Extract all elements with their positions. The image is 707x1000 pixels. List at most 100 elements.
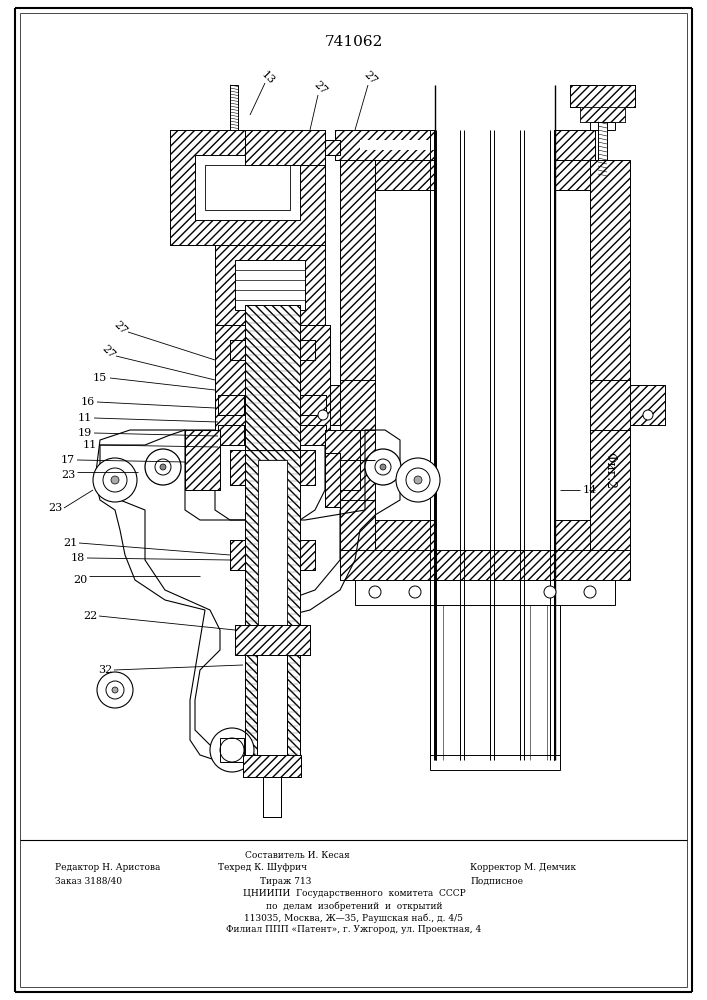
Bar bbox=[335, 130, 595, 160]
Bar bbox=[430, 755, 560, 770]
Text: 113035, Москва, Ж—35, Раушская наб., д. 4/5: 113035, Москва, Ж—35, Раушская наб., д. … bbox=[245, 913, 464, 923]
Bar bbox=[580, 107, 625, 122]
Text: 23: 23 bbox=[48, 503, 62, 513]
Text: Корректор М. Демчик: Корректор М. Демчик bbox=[470, 863, 576, 872]
Bar bbox=[215, 325, 245, 445]
Bar bbox=[263, 777, 281, 817]
Bar bbox=[325, 140, 340, 155]
Text: Тираж 713: Тираж 713 bbox=[260, 876, 311, 886]
Bar bbox=[300, 425, 326, 445]
Bar bbox=[590, 122, 615, 130]
Bar bbox=[235, 625, 310, 655]
Text: 13: 13 bbox=[259, 69, 276, 87]
Bar bbox=[300, 450, 315, 485]
Bar bbox=[340, 550, 630, 580]
Bar bbox=[590, 380, 630, 430]
Circle shape bbox=[97, 672, 133, 708]
Bar bbox=[243, 755, 301, 777]
Bar bbox=[300, 325, 330, 445]
Text: Филиал ППП «Патент», г. Ужгород, ул. Проектная, 4: Филиал ППП «Патент», г. Ужгород, ул. Про… bbox=[226, 926, 481, 934]
Bar bbox=[258, 460, 287, 755]
Circle shape bbox=[318, 410, 328, 420]
Bar bbox=[300, 540, 315, 570]
Bar bbox=[215, 325, 245, 445]
Bar bbox=[598, 122, 607, 177]
Bar bbox=[630, 385, 665, 425]
Bar bbox=[220, 738, 244, 762]
Bar bbox=[185, 430, 220, 490]
Bar bbox=[245, 130, 325, 165]
Circle shape bbox=[406, 468, 430, 492]
Bar bbox=[325, 430, 360, 490]
Bar bbox=[220, 738, 244, 762]
Bar bbox=[436, 130, 554, 760]
Bar bbox=[263, 777, 281, 817]
Bar bbox=[375, 160, 590, 190]
Bar bbox=[235, 260, 305, 310]
Bar bbox=[340, 380, 375, 430]
Bar bbox=[245, 130, 325, 165]
Bar bbox=[570, 85, 635, 107]
Bar bbox=[340, 380, 375, 430]
Bar bbox=[218, 425, 244, 445]
Bar bbox=[325, 430, 360, 490]
Bar bbox=[375, 520, 590, 550]
Bar bbox=[230, 340, 245, 360]
Text: Составитель И. Кесая: Составитель И. Кесая bbox=[245, 850, 349, 859]
Text: 20: 20 bbox=[73, 575, 87, 585]
Circle shape bbox=[160, 464, 166, 470]
Bar bbox=[300, 340, 315, 360]
Text: 11: 11 bbox=[78, 413, 92, 423]
Text: по  делам  изобретений  и  открытий: по делам изобретений и открытий bbox=[266, 901, 443, 911]
Bar bbox=[325, 453, 340, 507]
Bar bbox=[245, 450, 300, 760]
Circle shape bbox=[584, 586, 596, 598]
Bar bbox=[215, 245, 325, 325]
Bar bbox=[305, 385, 340, 425]
Bar bbox=[245, 305, 300, 460]
Bar bbox=[170, 130, 325, 245]
Bar bbox=[185, 430, 220, 490]
Circle shape bbox=[93, 458, 137, 502]
Text: 15: 15 bbox=[93, 373, 107, 383]
Bar bbox=[590, 160, 630, 550]
Bar bbox=[195, 155, 300, 220]
Circle shape bbox=[396, 458, 440, 502]
Bar bbox=[257, 655, 287, 755]
Bar bbox=[230, 540, 245, 570]
Bar bbox=[230, 450, 245, 485]
Circle shape bbox=[369, 586, 381, 598]
Bar bbox=[430, 605, 560, 760]
Bar bbox=[630, 385, 665, 425]
Text: Техред К. Шуфрич: Техред К. Шуфрич bbox=[218, 863, 307, 872]
Text: Подписное: Подписное bbox=[470, 876, 523, 886]
Circle shape bbox=[643, 410, 653, 420]
Bar bbox=[218, 395, 244, 415]
Bar bbox=[205, 165, 290, 210]
Bar bbox=[300, 450, 315, 485]
Text: 741062: 741062 bbox=[325, 35, 383, 49]
Circle shape bbox=[103, 468, 127, 492]
Circle shape bbox=[220, 738, 244, 762]
Bar bbox=[257, 655, 287, 755]
Bar bbox=[230, 450, 245, 485]
Text: 16: 16 bbox=[81, 397, 95, 407]
Circle shape bbox=[112, 687, 118, 693]
Bar bbox=[263, 777, 281, 817]
Text: ЦНИИПИ  Государственного  комитета  СССР: ЦНИИПИ Государственного комитета СССР bbox=[243, 890, 465, 898]
Text: 27: 27 bbox=[112, 319, 129, 337]
Bar bbox=[235, 625, 310, 655]
Text: 27: 27 bbox=[361, 69, 378, 87]
Text: 19: 19 bbox=[78, 428, 92, 438]
Circle shape bbox=[155, 459, 171, 475]
Bar bbox=[257, 655, 287, 755]
Bar bbox=[340, 160, 375, 550]
Text: Заказ 3188/40: Заказ 3188/40 bbox=[55, 876, 122, 886]
Bar bbox=[230, 340, 245, 360]
Bar bbox=[355, 580, 615, 605]
Text: Фиг.2: Фиг.2 bbox=[604, 452, 617, 488]
Bar bbox=[570, 85, 635, 107]
Bar bbox=[230, 85, 238, 130]
Bar bbox=[215, 245, 325, 325]
Polygon shape bbox=[100, 430, 385, 750]
